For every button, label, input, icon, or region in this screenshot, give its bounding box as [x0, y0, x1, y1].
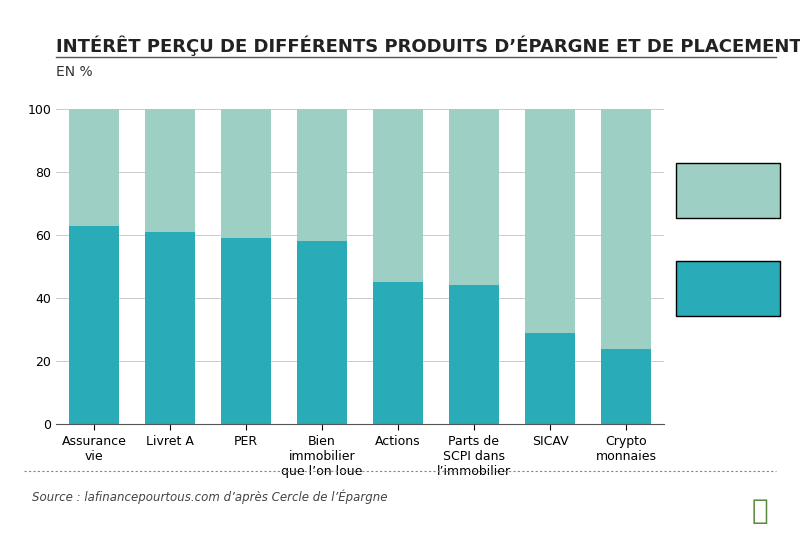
Bar [70, 109, 118, 226]
Bar [526, 109, 574, 333]
Bar [602, 109, 650, 349]
Bar [526, 333, 574, 424]
Bar [374, 109, 422, 282]
Text: EN %: EN % [56, 65, 93, 79]
Bar [146, 109, 194, 232]
Bar [222, 109, 270, 238]
Text: 🌳: 🌳 [752, 497, 768, 526]
Bar [450, 286, 498, 424]
Text: Source : lafinancepourtous.com d’après Cercle de l’Épargne: Source : lafinancepourtous.com d’après C… [32, 490, 387, 504]
Bar [222, 238, 270, 424]
Bar [298, 242, 346, 424]
Bar [70, 226, 118, 424]
Bar [450, 109, 498, 286]
Bar [374, 282, 422, 424]
Text: INTÉRÊT PERÇU DE DIFFÉRENTS PRODUITS D’ÉPARGNE ET DE PLACEMENT: INTÉRÊT PERÇU DE DIFFÉRENTS PRODUITS D’É… [56, 35, 800, 56]
Text: Intéressant: Intéressant [689, 281, 767, 295]
Text: Pas
intéressant: Pas intéressant [689, 172, 767, 203]
Bar [602, 349, 650, 424]
Bar [298, 109, 346, 242]
Bar [146, 232, 194, 424]
